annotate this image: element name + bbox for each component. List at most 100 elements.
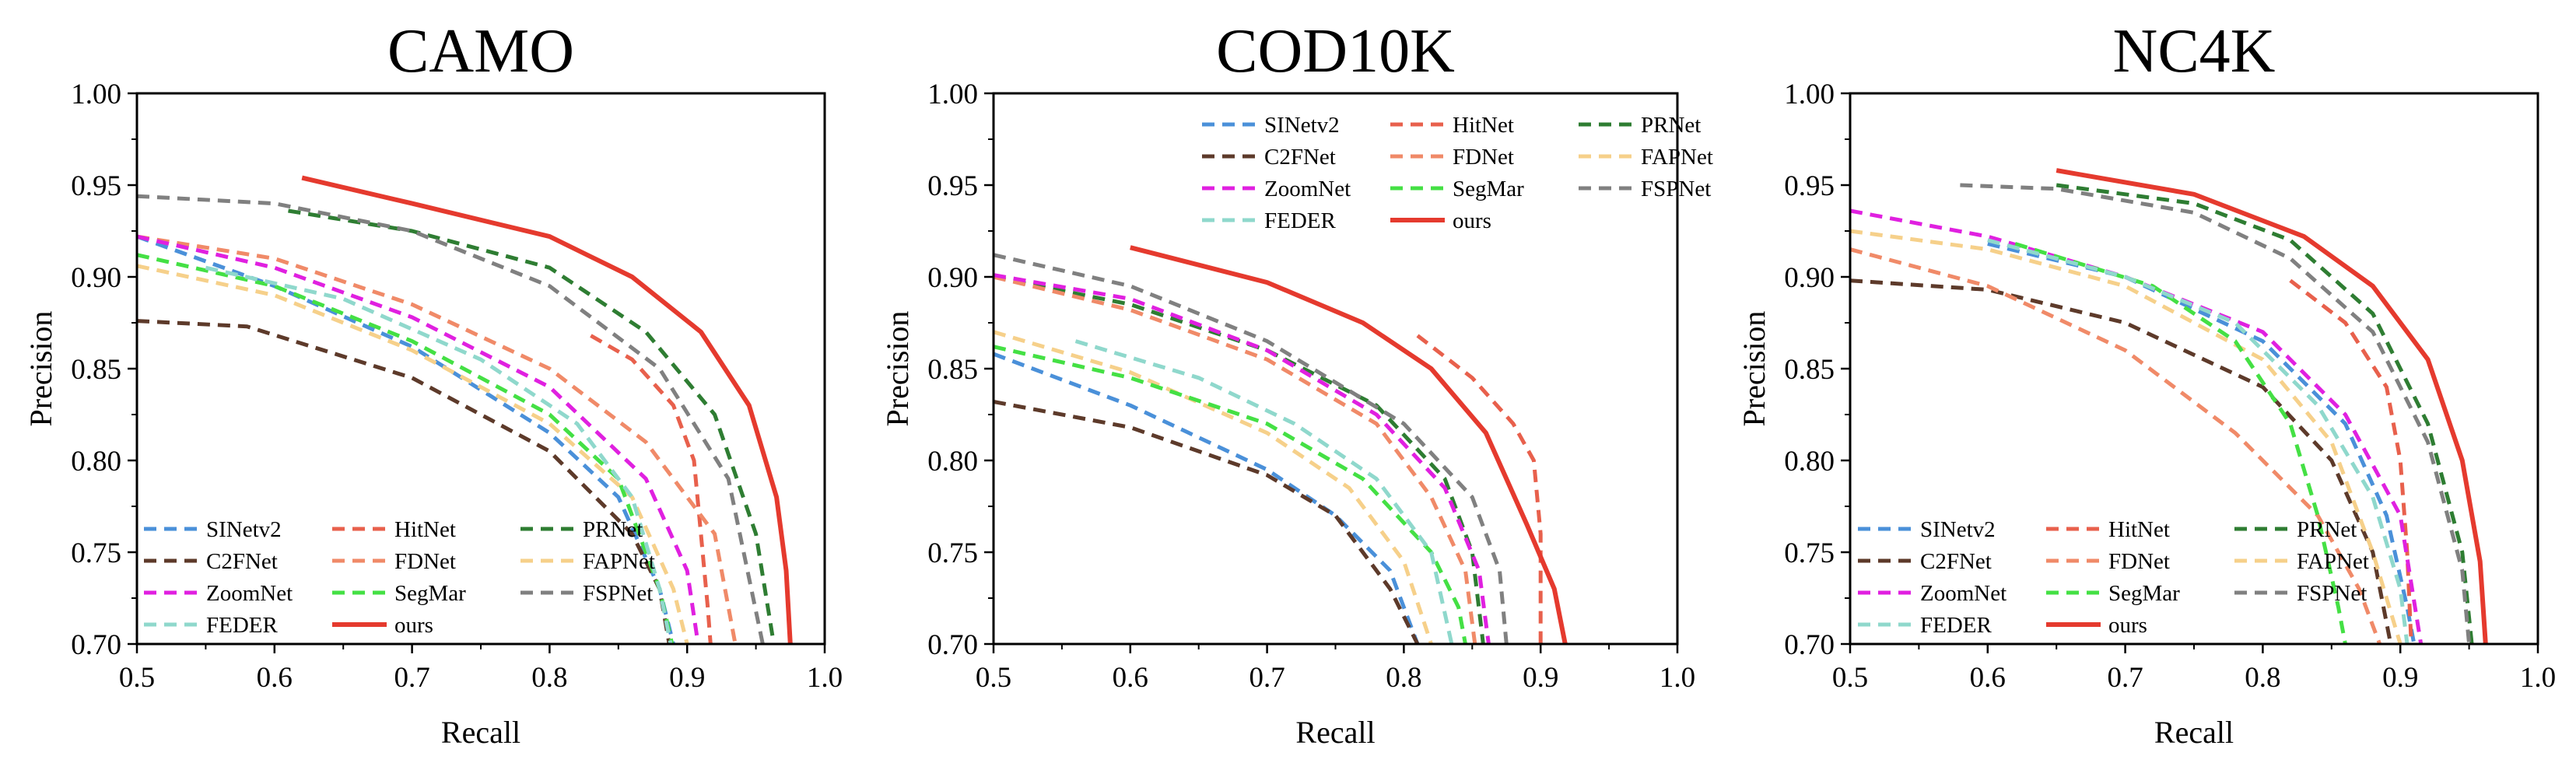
y-tick-label: 0.75 (71, 537, 121, 569)
x-tick-label: 1.0 (2520, 662, 2556, 694)
series-line-hitnet (1416, 334, 1543, 644)
legend-label: SegMar (2108, 581, 2180, 606)
series-line-feder (1987, 238, 2410, 644)
series-line-ours (2056, 168, 2488, 644)
series-line-fapnet (994, 330, 1433, 644)
x-tick-label: 0.7 (1249, 662, 1284, 694)
x-axis-label: Recall (1295, 715, 1375, 750)
y-tick-label: 1.00 (927, 79, 978, 110)
panel-nc4k: NC4K 0.5 0.6 0.7 0.8 0.9 1.0 0.70 0.75 0.80 0.85 0.… (1737, 17, 2556, 750)
y-tick-label: 0.75 (927, 537, 978, 569)
y-tick-label: 0.70 (1784, 629, 1835, 661)
x-tick-label: 0.8 (2245, 662, 2280, 694)
legend-label: SINetv2 (1264, 113, 1340, 138)
series-line-zoomnet (137, 234, 700, 644)
legend-label: PRNet (1641, 113, 1701, 138)
x-tick-label: 0.9 (1523, 662, 1558, 694)
y-tick-label: 0.85 (927, 354, 978, 386)
series-line-fdnet (994, 275, 1477, 644)
x-tick-label: 0.7 (394, 662, 429, 694)
legend-label: ZoomNet (1920, 581, 2006, 606)
series-line-feder (205, 265, 673, 644)
y-axis-label: Precision (23, 311, 58, 427)
plot-frame (1849, 92, 2539, 646)
legend-label: FDNet (1453, 145, 1514, 170)
x-tick-label: 0.5 (1832, 662, 1868, 694)
legend-label: C2FNet (1920, 549, 1992, 574)
y-tick-label: 0.90 (71, 262, 121, 294)
series-line-fdnet (137, 234, 738, 644)
legend-label: FSPNet (583, 581, 653, 606)
x-tick-label: 0.8 (531, 662, 567, 694)
x-tick-label: 1.0 (807, 662, 843, 694)
y-tick-label: 0.90 (1784, 262, 1835, 294)
series-group (137, 175, 793, 644)
plot-frame (135, 92, 826, 646)
y-tick-label: 0.95 (71, 170, 121, 202)
legend-label: SegMar (394, 581, 466, 606)
x-tick-label: 1.0 (1660, 662, 1695, 694)
legend-label: FAPNet (2297, 549, 2369, 574)
legend-label: FDNet (394, 549, 456, 574)
panel-cod10k: COD10K 0.5 0.6 0.7 0.8 0.9 1.0 0.70 0.75 0.80 0.85… (880, 17, 1713, 750)
legend-label: C2FNet (206, 549, 278, 574)
series-line-ours (1130, 245, 1568, 644)
legend-label: FEDER (1264, 208, 1337, 233)
y-axis-label: Precision (1737, 311, 1772, 427)
y-tick-label: 0.70 (927, 629, 978, 661)
series-line-c2fnet (1850, 278, 2393, 644)
legend-label: FEDER (1920, 613, 1992, 638)
series-line-zoomnet (1850, 208, 2424, 644)
series-line-prnet (2056, 183, 2474, 644)
series-line-fspnet (994, 253, 1509, 644)
series-line-fapnet (137, 264, 689, 644)
series-line-c2fnet (994, 400, 1420, 644)
x-tick-label: 0.8 (1386, 662, 1421, 694)
series-group (1850, 168, 2488, 644)
series-line-prnet (288, 208, 776, 644)
y-axis-label: Precision (880, 311, 915, 427)
y-tick-label: 1.00 (71, 79, 121, 110)
series-line-sinetv2 (994, 352, 1420, 644)
series-line-ours (301, 175, 793, 644)
legend-label: ZoomNet (1264, 177, 1351, 201)
y-tick-label: 0.80 (1784, 446, 1835, 478)
chart-title: NC4K (2113, 17, 2276, 86)
chart-title: COD10K (1216, 17, 1455, 86)
legend-label: SINetv2 (206, 517, 282, 542)
y-tick-label: 0.85 (1784, 354, 1835, 386)
series-line-feder (1074, 339, 1454, 644)
x-tick-label: 0.5 (976, 662, 1011, 694)
legend-label: SegMar (1453, 177, 1524, 201)
series-line-fdnet (1850, 247, 2382, 644)
legend: SINetv2 HitNet PRNet C2FNet FDNet FAPNet ZoomN… (1858, 517, 2369, 638)
plot-frame (992, 92, 1679, 646)
y-tick-label: 0.80 (71, 446, 121, 478)
chart-title: CAMO (387, 17, 574, 86)
legend-label: FAPNet (583, 549, 655, 574)
legend: SINetv2 HitNet PRNet C2FNet FDNet FAPNet ZoomN… (1202, 113, 1713, 233)
legend-label: ours (394, 613, 433, 638)
x-axis-label: Recall (2154, 715, 2234, 750)
series-line-segmar (994, 345, 1467, 644)
legend-label: HitNet (394, 517, 456, 542)
y-tick-label: 0.95 (1784, 170, 1835, 202)
y-tick-label: 0.85 (71, 354, 121, 386)
legend-label: ours (2108, 613, 2147, 638)
y-tick-label: 1.00 (1784, 79, 1835, 110)
legend-label: PRNet (583, 517, 643, 542)
x-tick-label: 0.6 (1970, 662, 2006, 694)
series-line-zoomnet (994, 273, 1491, 644)
legend-label: ZoomNet (206, 581, 293, 606)
series-line-fspnet (137, 194, 765, 644)
legend-label: SINetv2 (1920, 517, 1996, 542)
x-tick-label: 0.9 (2382, 662, 2418, 694)
legend-label: FDNet (2108, 549, 2170, 574)
legend-label: PRNet (2297, 517, 2357, 542)
legend-label: ours (1453, 208, 1491, 233)
y-tick-label: 0.80 (927, 446, 978, 478)
x-tick-label: 0.6 (257, 662, 293, 694)
x-tick-label: 0.5 (119, 662, 155, 694)
legend-label: HitNet (2108, 517, 2170, 542)
